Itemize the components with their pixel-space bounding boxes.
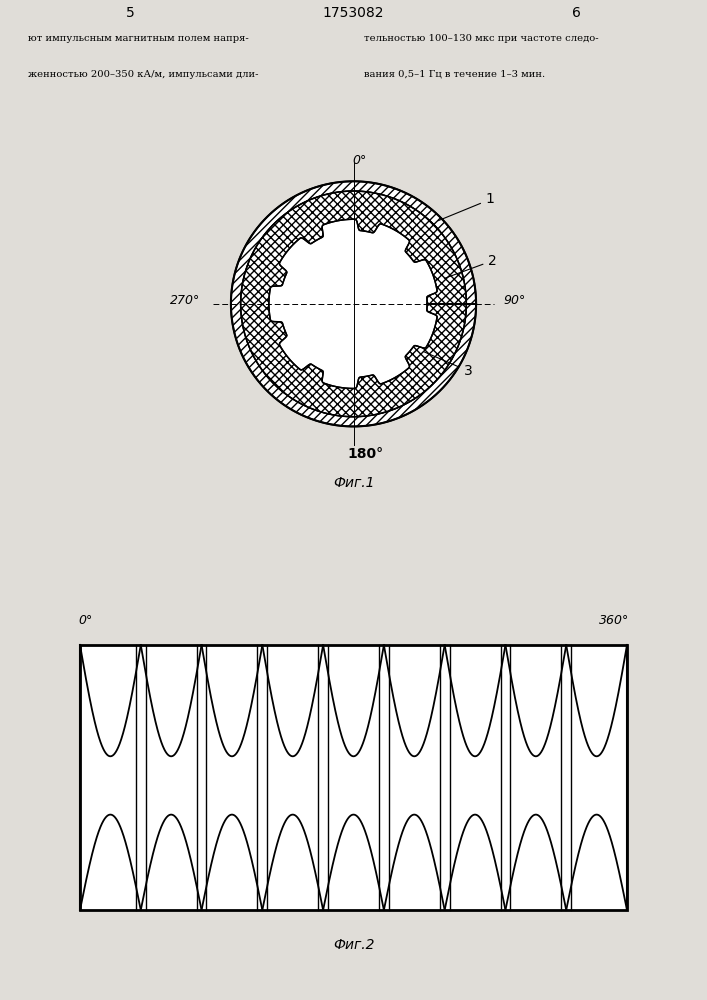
- Text: 0°: 0°: [78, 614, 92, 627]
- Text: 5: 5: [127, 6, 135, 20]
- Polygon shape: [231, 181, 476, 426]
- Text: Фиг.2: Фиг.2: [333, 938, 374, 952]
- Text: 3: 3: [423, 352, 472, 378]
- Bar: [80, 645, 627, 910]
- Text: тельностью 100–130 мкс при частоте следо-: тельностью 100–130 мкс при частоте следо…: [364, 34, 599, 43]
- Text: ют импульсным магнитным полем напря-: ют импульсным магнитным полем напря-: [28, 34, 249, 43]
- Text: женностью 200–350 кА/м, импульсами дли-: женностью 200–350 кА/м, импульсами дли-: [28, 70, 259, 79]
- Text: 90°: 90°: [503, 294, 525, 307]
- Text: 360°: 360°: [599, 614, 629, 627]
- Text: 1753082: 1753082: [323, 6, 384, 20]
- Polygon shape: [240, 191, 467, 417]
- Text: 270°: 270°: [170, 294, 200, 307]
- Text: 6: 6: [572, 6, 580, 20]
- Text: Фиг.1: Фиг.1: [333, 476, 374, 490]
- Text: вания 0,5–1 Гц в течение 1–3 мин.: вания 0,5–1 Гц в течение 1–3 мин.: [364, 70, 545, 79]
- Text: 2: 2: [445, 254, 497, 278]
- Text: 1: 1: [438, 192, 495, 221]
- Polygon shape: [269, 219, 437, 388]
- Text: 180°: 180°: [348, 447, 384, 461]
- Text: 0°: 0°: [353, 154, 367, 167]
